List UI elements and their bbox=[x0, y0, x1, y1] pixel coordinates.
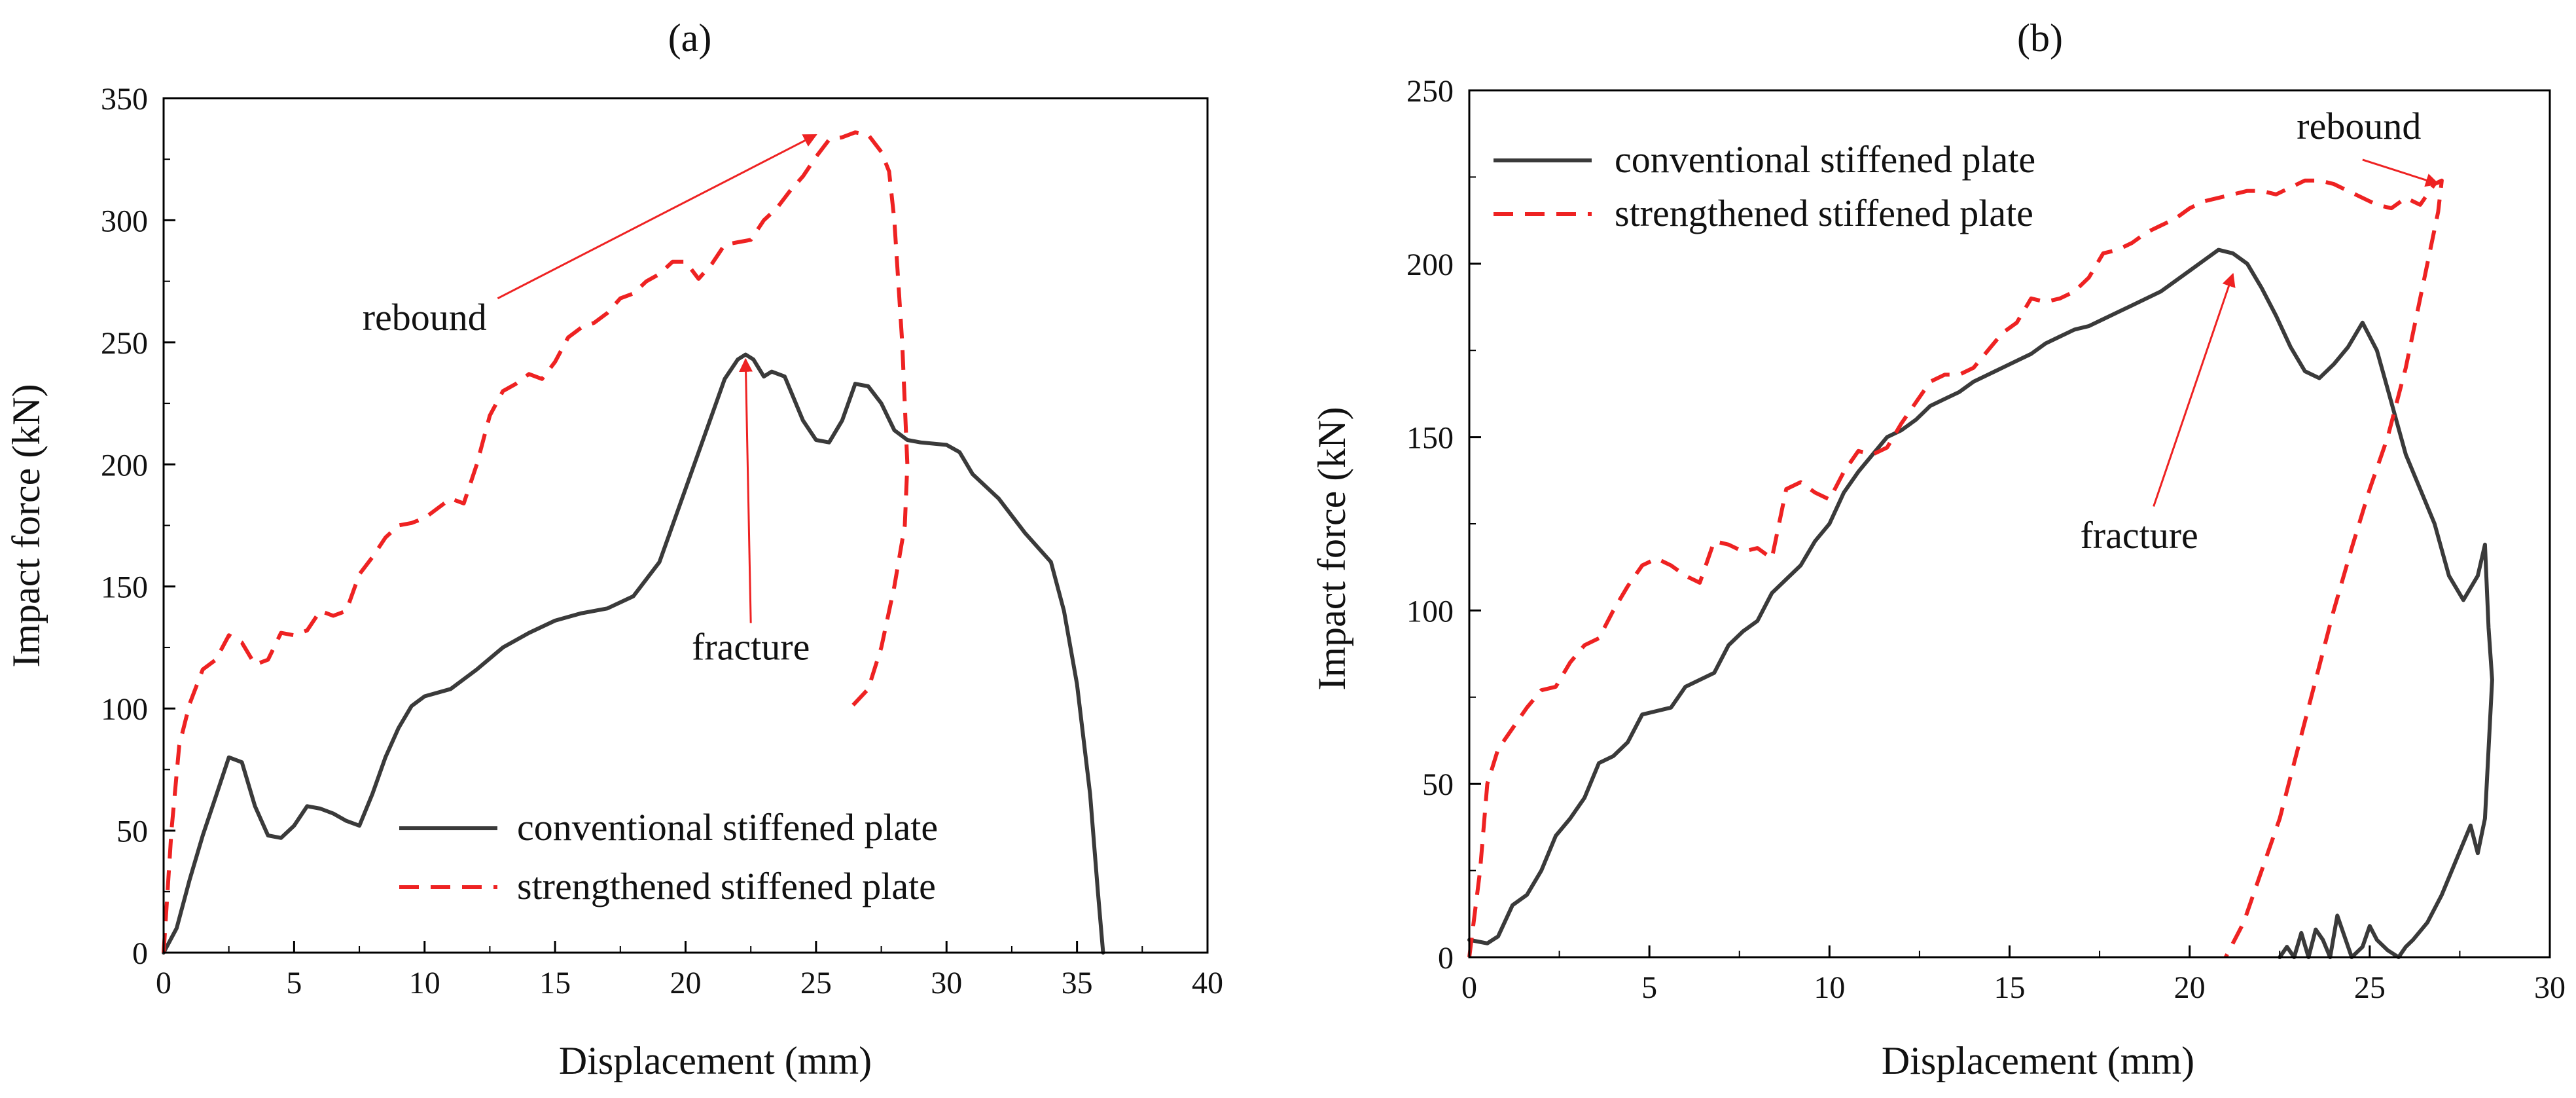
rebound-arrow bbox=[2362, 158, 2440, 187]
legend-label: conventional stiffened plate bbox=[1615, 138, 2035, 181]
y-tick-label: 250 bbox=[1406, 74, 1454, 109]
series-conventional-line bbox=[1467, 247, 2494, 959]
chart-panel-a: (a) rebound fracture 0 5 10 15 20 25 30 35 40 0 50 1… bbox=[5, 16, 1223, 1082]
y-tick-label: 100 bbox=[1406, 594, 1454, 629]
rebound-annotation: rebound bbox=[2297, 105, 2421, 147]
fracture-annotation: fracture bbox=[2080, 514, 2198, 557]
series-strengthened-line bbox=[1467, 178, 2444, 959]
y-tick-label: 200 bbox=[1406, 247, 1454, 282]
y-tick-label: 300 bbox=[101, 204, 148, 238]
y-tick-label: 250 bbox=[101, 326, 148, 361]
x-tick-label: 10 bbox=[1814, 970, 1845, 1005]
x-tick-label: 15 bbox=[539, 966, 571, 1000]
x-tick-label: 25 bbox=[2354, 970, 2386, 1005]
fracture-annotation: fracture bbox=[692, 626, 810, 668]
y-tick-label: 50 bbox=[1422, 767, 1454, 802]
x-tick-label: 30 bbox=[2534, 970, 2566, 1005]
legend-label: conventional stiffened plate bbox=[517, 806, 938, 849]
x-tick-label: 5 bbox=[1641, 970, 1657, 1005]
legend: conventional stiffened plate strengthened… bbox=[1494, 138, 2035, 234]
y-tick-label: 150 bbox=[1406, 421, 1454, 456]
y-tick-label: 100 bbox=[101, 692, 148, 727]
rebound-annotation: rebound bbox=[363, 296, 487, 339]
x-axis-title: Displacement (mm) bbox=[1882, 1039, 2194, 1082]
series-conventional-line bbox=[162, 352, 1105, 955]
x-axis-title: Displacement (mm) bbox=[559, 1039, 872, 1082]
x-tick-label: 15 bbox=[1994, 970, 2026, 1005]
fracture-arrow bbox=[2153, 272, 2236, 507]
x-tick-label: 40 bbox=[1192, 966, 1223, 1000]
legend-label: strengthened stiffened plate bbox=[517, 865, 936, 907]
x-tick-label: 0 bbox=[1461, 970, 1477, 1005]
y-tick-label: 50 bbox=[116, 814, 148, 849]
x-tick-label: 5 bbox=[286, 966, 302, 1000]
y-axis-title: Impact force (kN) bbox=[5, 384, 48, 667]
legend: conventional stiffened plate strengthened… bbox=[399, 806, 938, 907]
x-tick-label: 30 bbox=[931, 966, 962, 1000]
fracture-arrow bbox=[739, 357, 753, 623]
y-tick-label: 200 bbox=[101, 448, 148, 483]
y-tick-label: 150 bbox=[101, 570, 148, 605]
x-tick-label: 10 bbox=[409, 966, 440, 1000]
x-tick-label: 25 bbox=[800, 966, 832, 1000]
y-tick-label: 0 bbox=[132, 936, 148, 971]
x-tick-label: 35 bbox=[1062, 966, 1093, 1000]
x-tick-label: 20 bbox=[2174, 970, 2206, 1005]
y-tick-label: 0 bbox=[1438, 941, 1454, 976]
panel-title: (a) bbox=[668, 16, 712, 60]
rebound-arrow bbox=[497, 134, 817, 300]
panel-title: (b) bbox=[2017, 16, 2063, 60]
x-tick-label: 20 bbox=[670, 966, 702, 1000]
legend-label: strengthened stiffened plate bbox=[1615, 192, 2033, 234]
y-tick-label: 350 bbox=[101, 82, 148, 117]
x-tick-label: 0 bbox=[156, 966, 171, 1000]
series-strengthened-line bbox=[162, 130, 910, 953]
y-axis-title: Impact force (kN) bbox=[1310, 407, 1353, 690]
chart-panel-b: (b) rebound fracture 0 5 10 15 20 25 30 0 50 100 15… bbox=[1310, 16, 2566, 1082]
